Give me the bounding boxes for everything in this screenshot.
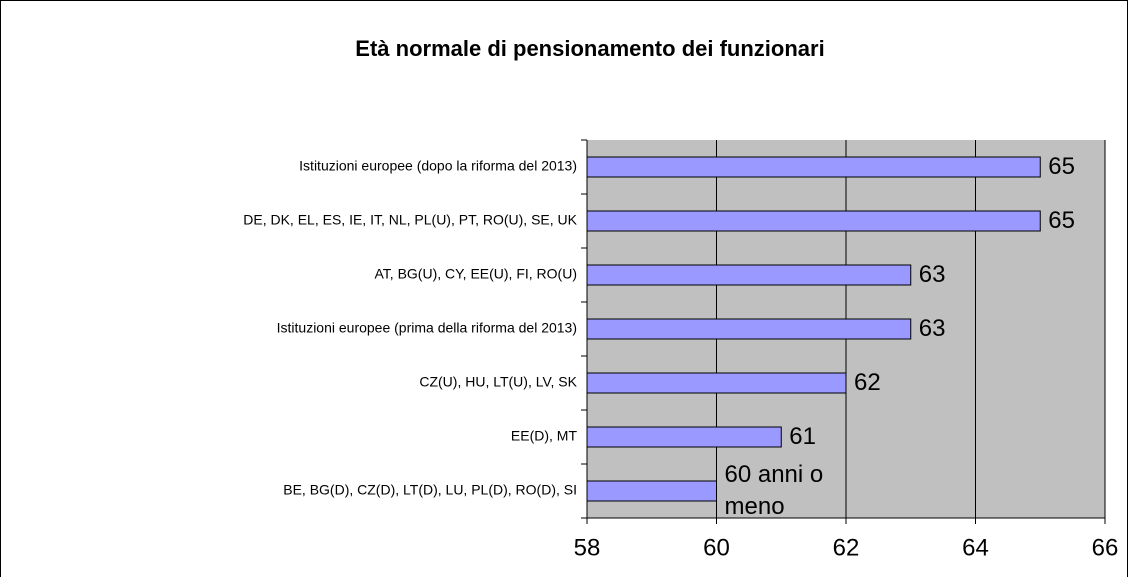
bar [586,480,717,502]
x-tick-label: 62 [833,534,860,561]
bar [586,372,847,394]
y-tick-label: EE(D), MT [511,428,578,444]
x-tick-label: 60 [703,534,730,561]
data-label: 63 [918,261,946,288]
y-tick-label: AT, BG(U), CY, EE(U), FI, RO(U) [375,266,578,282]
data-label: 62 [854,369,881,396]
data-label: 63 [918,315,946,342]
x-tick-label: 66 [1092,534,1119,561]
data-label: 61 [789,423,816,450]
data-label: 65 [1048,207,1075,234]
bar [586,426,782,448]
y-tick-label: DE, DK, EL, ES, IE, IT, NL, PL(U), PT, R… [243,212,577,228]
x-tick-label: 64 [962,534,989,561]
y-tick-label: BE, BG(D), CZ(D), LT(D), LU, PL(D), RO(D… [283,482,577,498]
y-tick-label: CZ(U), HU, LT(U), LV, SK [419,374,577,390]
bar [586,210,1041,232]
y-tick-label: Istituzioni europee (dopo la riforma del… [299,158,577,174]
x-tick-label: 58 [574,534,601,561]
data-label: 60 anni o meno [724,461,824,520]
y-tick-label: Istituzioni europee (prima della riforma… [277,320,577,336]
chart-title: Età normale di pensionamento dei funzion… [355,36,824,61]
bar [586,318,912,340]
bar [586,264,912,286]
data-label: 65 [1048,153,1075,180]
bar [586,156,1041,178]
